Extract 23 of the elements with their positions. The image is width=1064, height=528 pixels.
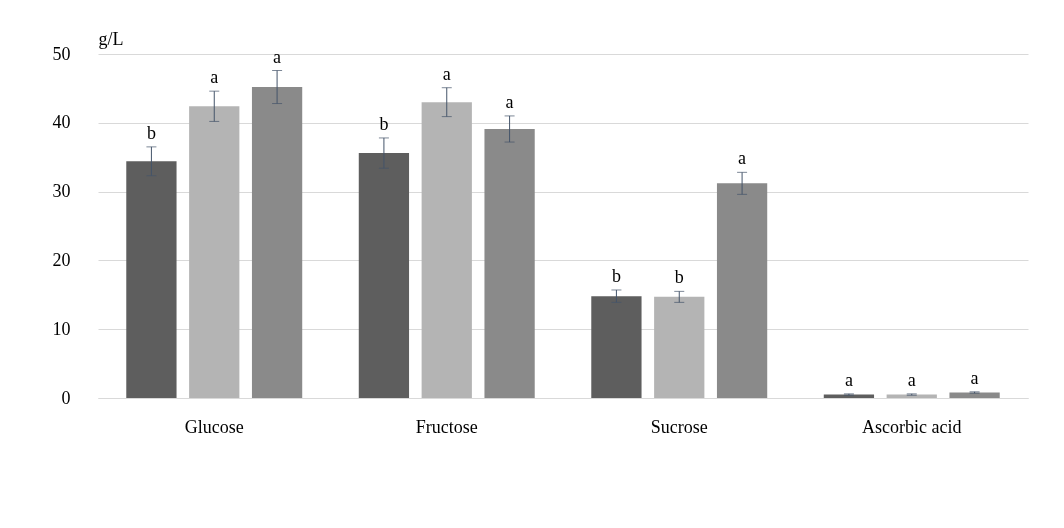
x-tick-label: Fructose [415, 416, 478, 437]
data-label: a [273, 46, 282, 67]
data-label: b [674, 267, 684, 288]
data-label: b [146, 122, 156, 143]
y-tick-label: 30 [52, 181, 71, 202]
data-label: a [907, 369, 916, 390]
y-tick-label: 50 [52, 43, 71, 64]
y-tick-label: 20 [52, 249, 71, 270]
data-label: a [505, 91, 514, 112]
data-label: a [210, 67, 219, 88]
data-label: b [379, 113, 389, 134]
data-label: a [844, 369, 853, 390]
y-axis-title: g/L [98, 28, 124, 49]
y-tick-label: 10 [52, 318, 71, 339]
y-tick-label: 0 [61, 387, 71, 408]
x-tick-label: Glucose [184, 416, 244, 437]
y-tick-label: 40 [52, 112, 71, 133]
data-label: a [970, 367, 979, 388]
x-tick-label: Ascorbic acid [862, 416, 962, 437]
data-label: a [442, 63, 451, 84]
x-tick-label: Sucrose [650, 416, 708, 437]
data-label: a [738, 148, 747, 169]
data-label: b [611, 265, 621, 286]
